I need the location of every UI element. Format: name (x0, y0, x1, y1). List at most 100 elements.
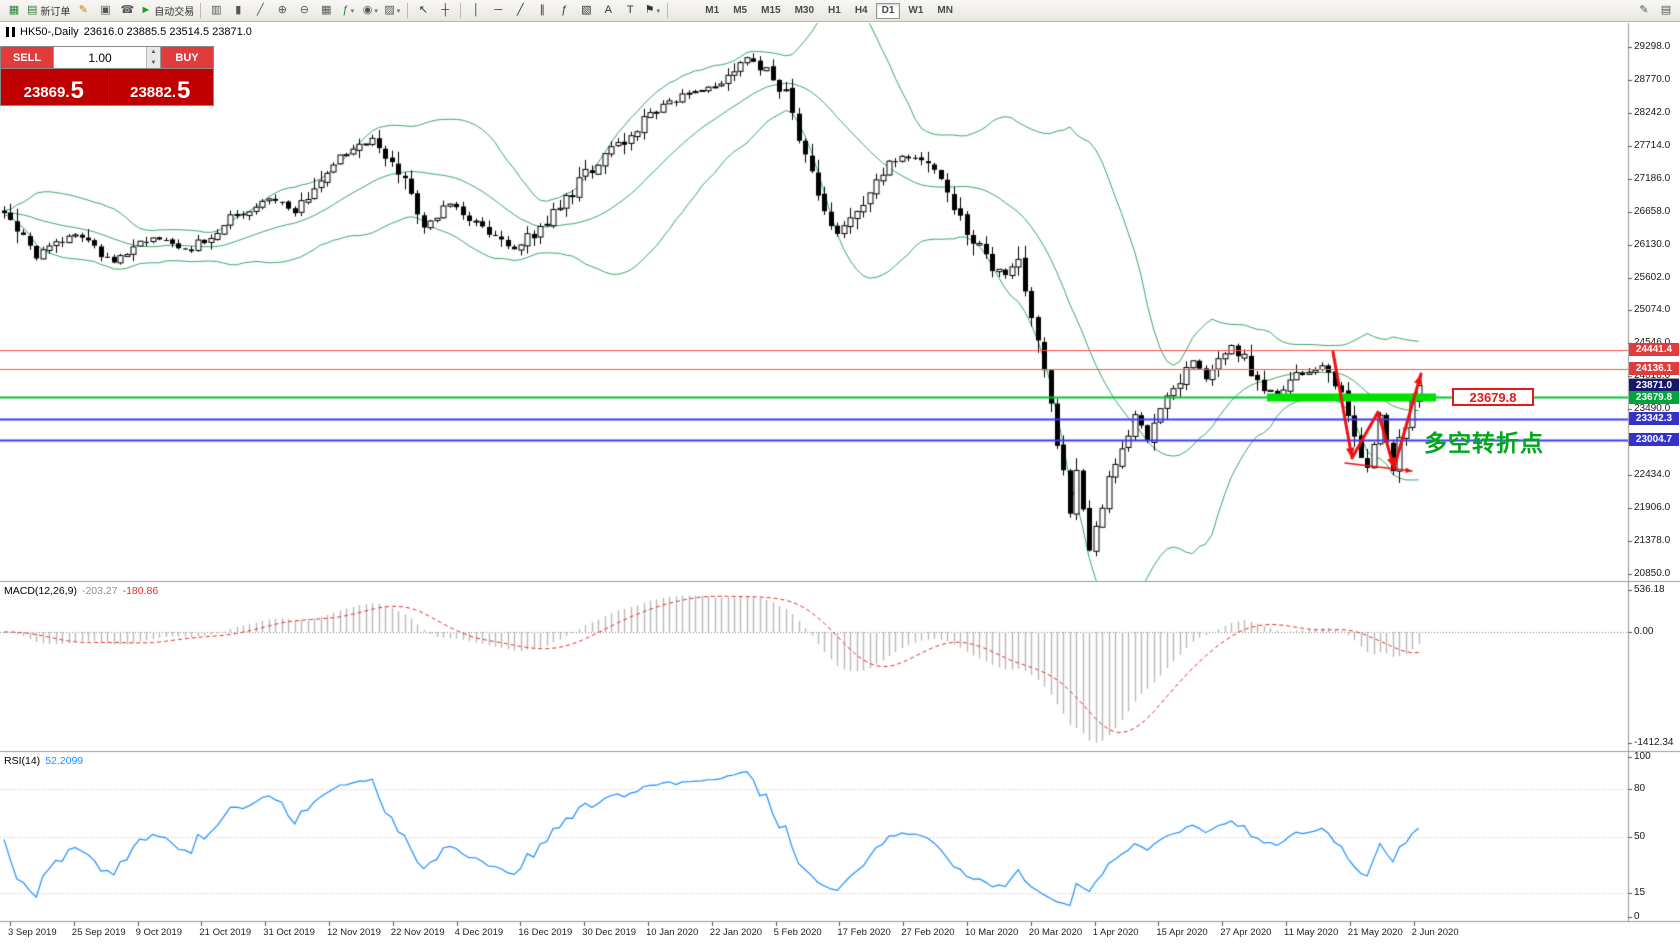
arrows-button[interactable]: ⚑ ▾ (642, 2, 662, 20)
new-order-icon: ▤ (27, 4, 38, 16)
date-label: 3 Sep 2019 (8, 927, 57, 938)
timeframe-button-m5[interactable]: M5 (733, 5, 748, 16)
caret-down-icon: ▾ (656, 7, 660, 15)
candlestick-chart-icon: ▮ (235, 4, 242, 16)
autotrading-icon: ► (140, 4, 152, 16)
cursor-button[interactable]: ↖ (413, 2, 433, 20)
buy-price[interactable]: 23882. 5 (106, 69, 213, 105)
vertical-line-button[interactable]: │ (466, 2, 486, 20)
crosshair-button[interactable]: ┼ (435, 2, 455, 20)
price-tick-label: 24018.0 (1634, 370, 1671, 382)
price-tick-label: 21906.0 (1634, 502, 1671, 514)
rsi-axis-label: 100 (1634, 751, 1651, 762)
timeframe-button-h4[interactable]: H4 (854, 5, 868, 16)
price-tick-label: 27714.0 (1634, 139, 1671, 151)
toolbar-separator (200, 3, 202, 18)
bar-chart-button[interactable]: ▥ (206, 2, 226, 20)
timeframe-button-m15[interactable]: M15 (761, 5, 781, 16)
timeframe-button-m30[interactable]: M30 (794, 5, 815, 16)
fibonacci-button[interactable]: ƒ (554, 2, 574, 20)
timeframe-button-d1[interactable]: D1 (875, 2, 901, 19)
rsi-header: RSI(14) 52.2099 (4, 755, 83, 767)
price-tick-label: 29298.0 (1634, 41, 1671, 52)
label-icon: T (626, 4, 634, 16)
panel-button[interactable]: ▤ (1656, 2, 1676, 20)
support-icon: ☎ (120, 4, 135, 16)
date-label: 15 Apr 2020 (1156, 927, 1208, 938)
date-label: 1 Apr 2020 (1092, 927, 1139, 938)
sell-button[interactable]: SELL (1, 47, 53, 68)
indicators-button[interactable]: ƒ ▾ (338, 2, 358, 20)
volume-input[interactable] (54, 47, 146, 68)
price-tick-label: 28242.0 (1634, 106, 1671, 118)
price-marker: 24136.1 (1629, 362, 1679, 376)
chart-title: HK50-,Daily 23616.0 23885.5 23514.5 2387… (6, 26, 252, 38)
one-click-trading-panel: SELL ▲ ▼ BUY 23869. 5 23882. 5 (0, 46, 214, 106)
trendline-icon: ╱ (516, 4, 524, 16)
fibonacci-icon: ƒ (561, 4, 568, 16)
trendline-button[interactable]: ╱ (510, 2, 530, 20)
sell-price[interactable]: 23869. 5 (1, 69, 107, 105)
toolbar-right-group: ✎ ▤ (1633, 2, 1677, 20)
edit-icon: ✎ (1639, 4, 1649, 16)
date-label: 30 Dec 2019 (582, 927, 637, 938)
volume-field[interactable]: ▲ ▼ (53, 47, 161, 68)
price-tick-label: 22434.0 (1634, 469, 1671, 481)
date-label: 17 Feb 2020 (837, 927, 891, 938)
crosshair-icon: ┼ (441, 4, 450, 16)
candlestick-icon (6, 27, 15, 37)
support-price-label[interactable]: 23679.8 (1452, 388, 1534, 406)
templates-button[interactable]: ▨ ▾ (382, 2, 402, 20)
timeframe-button-w1[interactable]: W1 (908, 5, 924, 16)
rsi-value: 52.2099 (45, 755, 84, 767)
channel-button[interactable]: ∥ (532, 2, 552, 20)
zoom-out-icon: ⊖ (299, 4, 309, 16)
toolbar-separator (460, 3, 462, 18)
rsi-axis-label: 0 (1634, 911, 1640, 922)
tile-windows-button[interactable]: ▦ (316, 2, 336, 20)
edit-button[interactable]: ✎ (1634, 2, 1654, 20)
sell-price-main: 23869. (23, 84, 70, 101)
bar-chart-icon: ▥ (211, 4, 222, 16)
new-order-button[interactable]: ▤ 新订单 (26, 2, 71, 20)
volume-increase-button[interactable]: ▲ (146, 47, 160, 58)
line-chart-button[interactable]: ╱ (250, 2, 270, 20)
price-tick-label: 21378.0 (1634, 535, 1671, 547)
volume-decrease-button[interactable]: ▼ (146, 57, 160, 68)
timeframe-button-h1[interactable]: H1 (828, 5, 841, 16)
date-label: 16 Dec 2019 (518, 927, 573, 938)
autotrading-button[interactable]: ► 自动交易 (139, 2, 195, 20)
price-marker: 24441.4 (1629, 343, 1679, 357)
support-button[interactable]: ☎ (117, 2, 137, 20)
candlestick-chart-button[interactable]: ▮ (228, 2, 248, 20)
periods-button[interactable]: ◉ ▾ (360, 2, 380, 20)
macd-axis-label: -1412.34 (1634, 736, 1674, 748)
price-marker: 23342.3 (1629, 412, 1679, 426)
zoom-out-button[interactable]: ⊖ (294, 2, 314, 20)
buy-button[interactable]: BUY (161, 47, 213, 68)
macd-signal-value: -180.86 (122, 585, 159, 597)
buy-price-big-digit: 5 (177, 77, 191, 104)
zoom-in-button[interactable]: ⊕ (272, 2, 292, 20)
caret-down-icon: ▾ (374, 7, 378, 15)
text-button[interactable]: A (598, 2, 618, 20)
shapes-button[interactable]: ▧ (576, 2, 596, 20)
label-button[interactable]: T (620, 2, 640, 20)
timeframe-button-m1[interactable]: M1 (705, 5, 720, 16)
main-toolbar: ▦ ▤ 新订单 ✎ ▣ ☎ ► 自动交易 ▥ ▮ ╱ ⊕ ⊖ ▦ ƒ ▾ ◉ ▾ ▨ ▾ ↖ ┼ │ ─ ╱ ∥ ƒ ▧ A T ⚑ ▾ M1… (0, 0, 1680, 22)
horizontal-line-button[interactable]: ─ (488, 2, 508, 20)
profiles-button[interactable]: ▣ (95, 2, 115, 20)
turning-point-annotation[interactable]: 多空转折点 (1424, 430, 1544, 456)
price-tick-label: 26658.0 (1634, 205, 1671, 217)
date-label: 20 Mar 2020 (1028, 927, 1083, 938)
date-label: 21 Oct 2019 (199, 927, 252, 938)
rsi-axis-label: 50 (1634, 831, 1646, 842)
new-chart-button[interactable]: ▦ (4, 2, 24, 20)
timeframe-button-mn[interactable]: MN (937, 5, 953, 16)
timeframe-toolbar: M1 M5 M15 M30 H1 H4 D1 W1 MN (698, 2, 960, 19)
macd-value: -203.27 (81, 585, 118, 597)
macd-axis-label: 0.00 (1634, 626, 1654, 637)
metaeditor-button[interactable]: ✎ (73, 2, 93, 20)
autotrading-button-label: 自动交易 (154, 7, 195, 18)
